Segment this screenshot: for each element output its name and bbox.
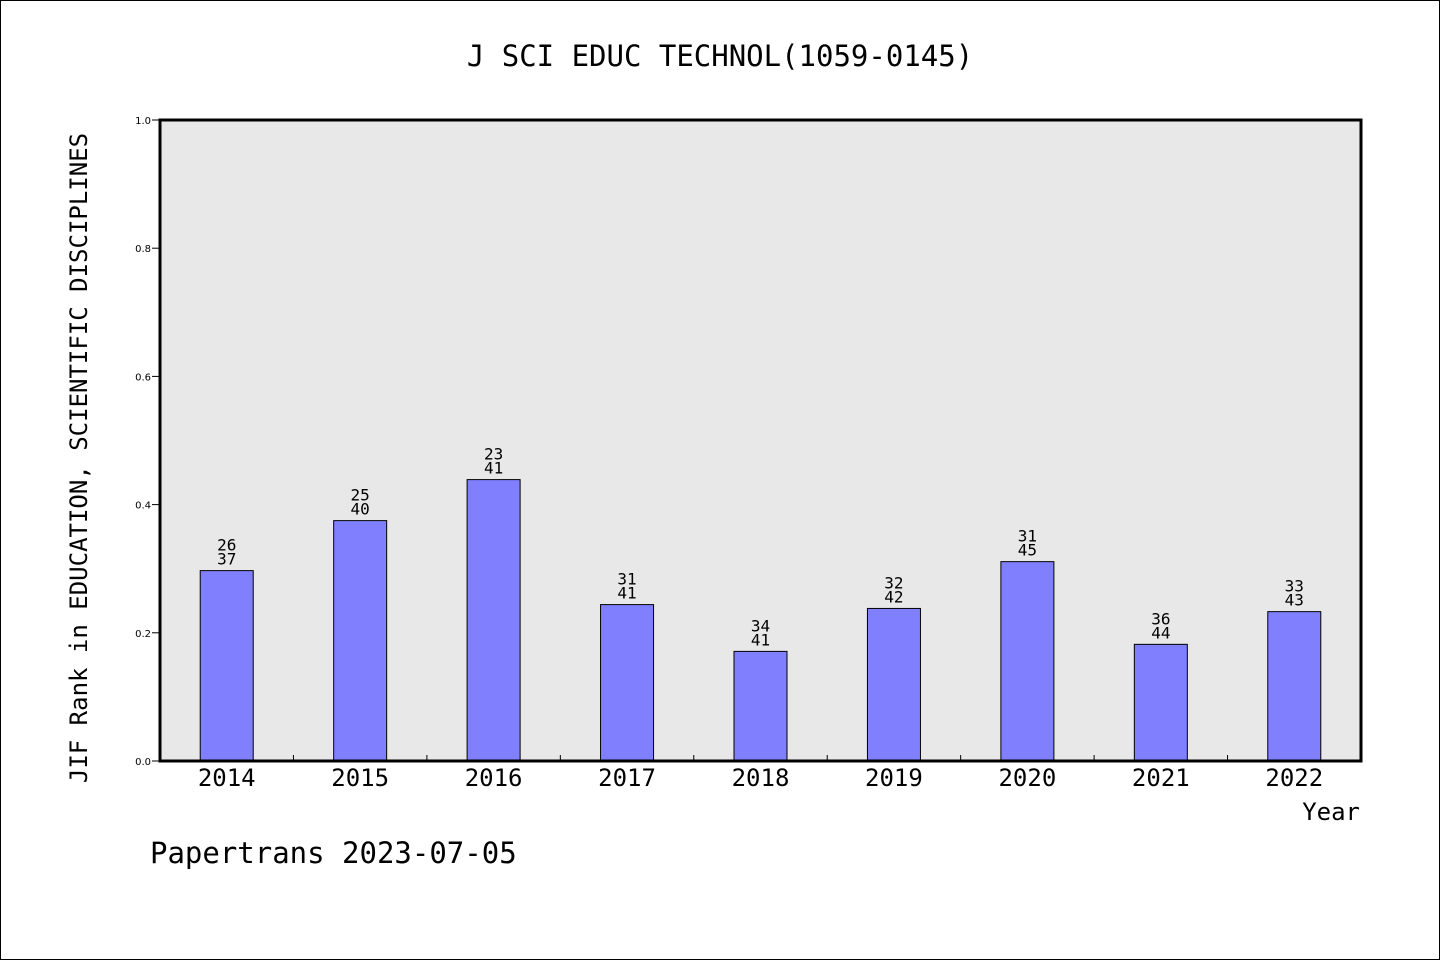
bar-label-rank: 31 (1018, 527, 1037, 546)
bar (733, 650, 788, 762)
x-tick-label: 2022 (1265, 764, 1323, 792)
bar-label-rank: 34 (751, 616, 770, 635)
bar (333, 520, 388, 762)
x-tick-label: 2014 (198, 764, 256, 792)
bar-label-rank: 26 (217, 536, 236, 555)
x-tick-label: 2021 (1132, 764, 1190, 792)
bar-label-total: 37 (217, 550, 236, 569)
bar-label-total: 41 (751, 630, 770, 649)
x-tick-label: 2015 (331, 764, 389, 792)
bar-label-rank: 36 (1151, 609, 1170, 628)
bar (199, 570, 254, 762)
bar-label-total: 42 (884, 587, 903, 606)
bar-label-total: 45 (1018, 541, 1037, 560)
x-tick-label: 2019 (865, 764, 923, 792)
bar (866, 607, 921, 762)
y-axis-label: JIF Rank in EDUCATION, SCIENTIFIC DISCIP… (65, 133, 93, 783)
bar-label-total: 41 (484, 459, 503, 478)
bar-label-rank: 33 (1285, 577, 1304, 596)
bar (1267, 611, 1322, 762)
bars (199, 479, 1322, 762)
footer-credit: Papertrans 2023-07-05 (150, 836, 517, 870)
bar-label-total: 40 (351, 500, 370, 519)
bar-label-rank: 25 (351, 486, 370, 505)
bar (466, 479, 521, 762)
bar (1133, 643, 1188, 762)
y-tick-label: 0.0 (135, 757, 151, 768)
x-axis-ticks: 2014 2015 2016 2017 2018 2019 2020 2021 2022 (198, 755, 1323, 792)
bar-label-rank: 32 (884, 573, 903, 592)
y-tick-label: 0.8 (135, 244, 151, 255)
x-tick-label: 2020 (998, 764, 1056, 792)
bar-label-rank: 23 (484, 445, 503, 464)
y-tick-label: 0.2 (135, 629, 151, 640)
bar-label-rank: 31 (617, 570, 636, 589)
plot-border (158, 118, 1363, 763)
bar (1000, 561, 1055, 762)
x-tick-label: 2017 (598, 764, 656, 792)
x-axis-label: Year (1302, 798, 1360, 826)
bar (600, 604, 655, 762)
y-axis-ticks: 0.0 0.2 0.4 0.6 0.8 1.0 (135, 116, 160, 768)
x-tick-label: 2018 (732, 764, 790, 792)
x-tick-label: 2016 (465, 764, 523, 792)
y-tick-label: 0.6 (135, 372, 151, 383)
chart-title: J SCI EDUC TECHNOL(1059-0145) (467, 39, 973, 73)
bar-label-total: 41 (617, 584, 636, 603)
y-tick-label: 0.4 (135, 501, 151, 512)
bar-label-total: 44 (1151, 623, 1170, 642)
bar-label-total: 43 (1285, 591, 1304, 610)
y-tick-label: 1.0 (135, 116, 151, 127)
